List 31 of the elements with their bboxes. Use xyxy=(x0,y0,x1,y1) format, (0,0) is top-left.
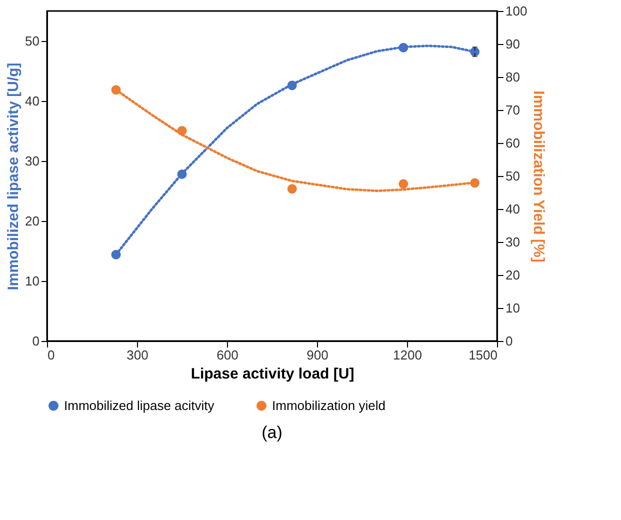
y2-axis-title: Immobilization Yield [%] xyxy=(530,90,548,262)
y2-tick-label: 20 xyxy=(506,268,520,282)
y2-tick-label: 70 xyxy=(506,102,520,118)
y-axis-title: Immobilized lipase activity [U/g] xyxy=(5,62,22,290)
x-axis-title: Lipase activity load [U] xyxy=(190,366,354,382)
y2-tick-label: 80 xyxy=(506,70,520,84)
legend-label: Immobilized lipase acitvity xyxy=(64,398,215,413)
y-tick-label: 30 xyxy=(25,154,40,168)
point xyxy=(287,184,297,194)
point xyxy=(398,179,408,189)
x-tick-label: 1500 xyxy=(468,348,498,362)
y-tick-label: 40 xyxy=(25,94,40,108)
y2-tick-label: 90 xyxy=(506,36,520,52)
y2-tick-label: 10 xyxy=(506,300,520,316)
y-tick-label: 20 xyxy=(25,214,40,228)
x-tick-label: 1200 xyxy=(393,348,422,362)
y-tick-label: 50 xyxy=(25,34,40,48)
x-tick-label: 300 xyxy=(126,348,148,362)
y2-tick-label: 50 xyxy=(506,168,520,184)
y2-tick-label: 40 xyxy=(506,202,520,216)
x-tick-label: 600 xyxy=(216,348,238,362)
text: (a) xyxy=(262,423,282,442)
y-tick-label: 0 xyxy=(32,334,40,348)
x-tick-label: 900 xyxy=(306,348,328,362)
y2-tick-label: 0 xyxy=(506,334,513,348)
y2-tick-label: 100 xyxy=(506,4,528,18)
y2-tick-label: 30 xyxy=(506,234,520,250)
y-tick-label: 10 xyxy=(25,274,40,288)
y2-tick-label: 60 xyxy=(506,136,520,150)
legend-label: Immobilization yield xyxy=(272,398,386,413)
x-tick-label: 0 xyxy=(48,348,55,362)
